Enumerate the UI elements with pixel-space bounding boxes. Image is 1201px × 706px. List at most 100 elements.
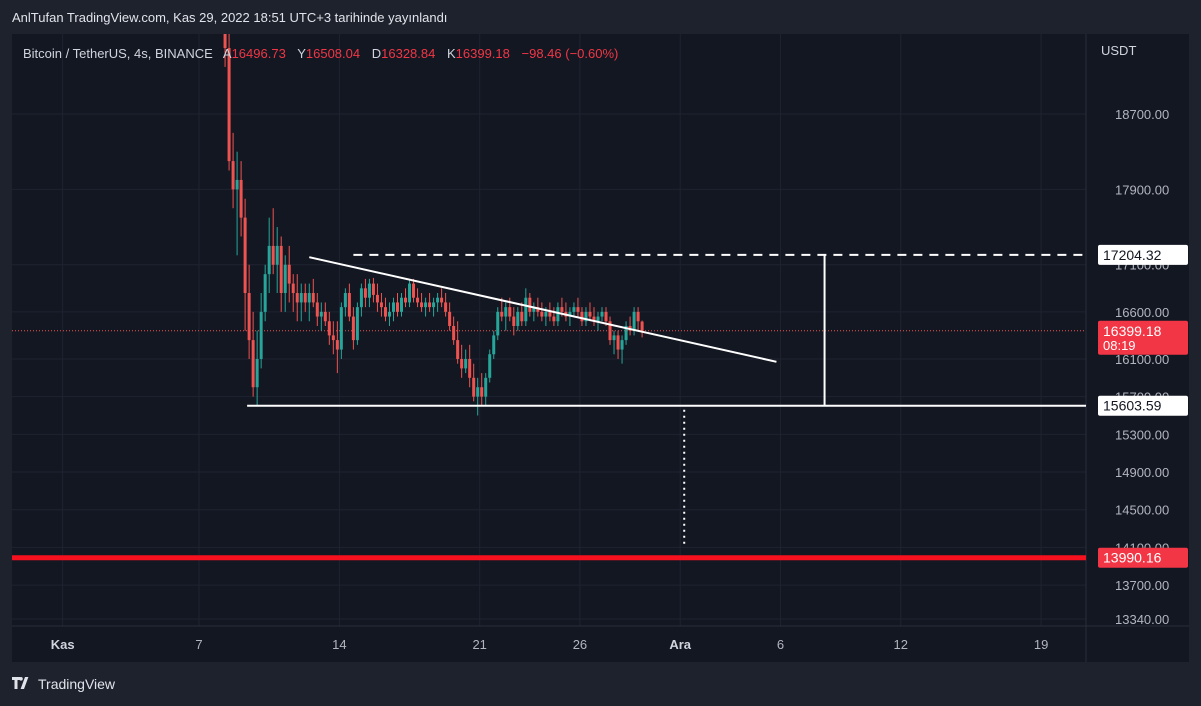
- candle[interactable]: [464, 349, 468, 374]
- candle[interactable]: [448, 302, 452, 331]
- candle[interactable]: [516, 307, 520, 331]
- price-axis[interactable]: USDT 18700.00 17900.00 16600.00 15300.00 1490…: [1098, 43, 1188, 627]
- candle[interactable]: [347, 283, 351, 322]
- candle[interactable]: [255, 330, 259, 407]
- candle[interactable]: [576, 297, 580, 317]
- candle[interactable]: [616, 330, 620, 359]
- candle[interactable]: [339, 302, 343, 359]
- candle[interactable]: [395, 293, 399, 317]
- candle[interactable]: [528, 293, 532, 317]
- candle[interactable]: [468, 344, 472, 388]
- candle[interactable]: [355, 302, 359, 345]
- candle[interactable]: [444, 293, 448, 317]
- candle[interactable]: [247, 264, 251, 359]
- candle[interactable]: [412, 278, 416, 303]
- time-axis[interactable]: Kas 7 14 21 26 Ara 6 12 19: [51, 637, 1049, 652]
- candle[interactable]: [239, 161, 243, 237]
- descending-trendline[interactable]: [309, 256, 777, 363]
- candle[interactable]: [556, 302, 560, 326]
- candle[interactable]: [484, 373, 488, 407]
- candle[interactable]: [323, 302, 327, 326]
- candle[interactable]: [295, 274, 299, 322]
- candle[interactable]: [472, 363, 476, 402]
- candle[interactable]: [283, 255, 287, 312]
- candle[interactable]: [408, 278, 412, 308]
- candle[interactable]: [231, 132, 235, 209]
- candle[interactable]: [540, 302, 544, 322]
- candle[interactable]: [504, 302, 508, 331]
- candle[interactable]: [428, 293, 432, 312]
- candle[interactable]: [416, 288, 420, 308]
- candle[interactable]: [375, 283, 379, 312]
- candle[interactable]: [608, 316, 612, 345]
- candle[interactable]: [532, 302, 536, 322]
- candle[interactable]: [480, 373, 484, 407]
- candle[interactable]: [524, 288, 528, 326]
- candle[interactable]: [640, 320, 644, 338]
- candle[interactable]: [307, 283, 311, 322]
- candle[interactable]: [628, 316, 632, 336]
- candle[interactable]: [287, 245, 291, 303]
- candle[interactable]: [536, 297, 540, 317]
- candle[interactable]: [223, 34, 227, 67]
- candle[interactable]: [235, 151, 239, 256]
- candle[interactable]: [564, 302, 568, 322]
- candle[interactable]: [620, 335, 624, 364]
- candle[interactable]: [291, 274, 295, 312]
- candle[interactable]: [624, 321, 628, 345]
- candle[interactable]: [335, 321, 339, 374]
- candle[interactable]: [588, 302, 592, 322]
- candle[interactable]: [580, 307, 584, 326]
- candle[interactable]: [315, 293, 319, 326]
- candle[interactable]: [303, 283, 307, 312]
- candle[interactable]: [271, 208, 275, 275]
- candlestick-chart[interactable]: USDT 18700.00 17900.00 16600.00 15300.00 1490…: [12, 34, 1189, 662]
- candle[interactable]: [227, 34, 231, 171]
- candle[interactable]: [319, 302, 323, 331]
- candle[interactable]: [572, 302, 576, 317]
- candle[interactable]: [420, 293, 424, 312]
- candle[interactable]: [243, 198, 247, 331]
- candle[interactable]: [432, 297, 436, 317]
- tradingview-footer[interactable]: TradingView: [12, 676, 115, 692]
- candle[interactable]: [552, 307, 556, 326]
- candle[interactable]: [251, 311, 255, 397]
- candle[interactable]: [440, 288, 444, 308]
- candle[interactable]: [496, 307, 500, 341]
- candle[interactable]: [488, 349, 492, 383]
- price-tag-base[interactable]: 15603.59: [1098, 395, 1188, 416]
- candle[interactable]: [404, 288, 408, 308]
- candle[interactable]: [391, 297, 395, 322]
- candle[interactable]: [363, 278, 367, 308]
- candle[interactable]: [259, 293, 263, 369]
- candle[interactable]: [379, 293, 383, 317]
- candle[interactable]: [612, 330, 616, 355]
- candle[interactable]: [359, 283, 363, 317]
- candle[interactable]: [400, 293, 404, 317]
- candle[interactable]: [424, 297, 428, 317]
- candles[interactable]: [220, 34, 644, 416]
- candle[interactable]: [383, 297, 387, 322]
- chart-panel[interactable]: USDT 18700.00 17900.00 16600.00 15300.00 1490…: [12, 34, 1189, 662]
- candle[interactable]: [452, 316, 456, 345]
- candle[interactable]: [343, 288, 347, 317]
- candle[interactable]: [263, 264, 267, 322]
- candle[interactable]: [456, 321, 460, 364]
- candle[interactable]: [267, 217, 271, 294]
- candle[interactable]: [327, 311, 331, 345]
- candle[interactable]: [636, 307, 640, 331]
- candle[interactable]: [492, 330, 496, 359]
- candle[interactable]: [371, 277, 375, 303]
- price-tag-target[interactable]: 17204.32: [1098, 244, 1188, 265]
- candle[interactable]: [460, 344, 464, 378]
- candle[interactable]: [436, 293, 440, 312]
- candle[interactable]: [299, 283, 303, 322]
- candle[interactable]: [600, 307, 604, 322]
- candle[interactable]: [279, 236, 283, 312]
- price-tag-support[interactable]: 13990.16: [1098, 547, 1188, 568]
- candle[interactable]: [592, 307, 596, 326]
- candle[interactable]: [520, 302, 524, 326]
- candle[interactable]: [367, 278, 371, 308]
- candle[interactable]: [476, 377, 480, 416]
